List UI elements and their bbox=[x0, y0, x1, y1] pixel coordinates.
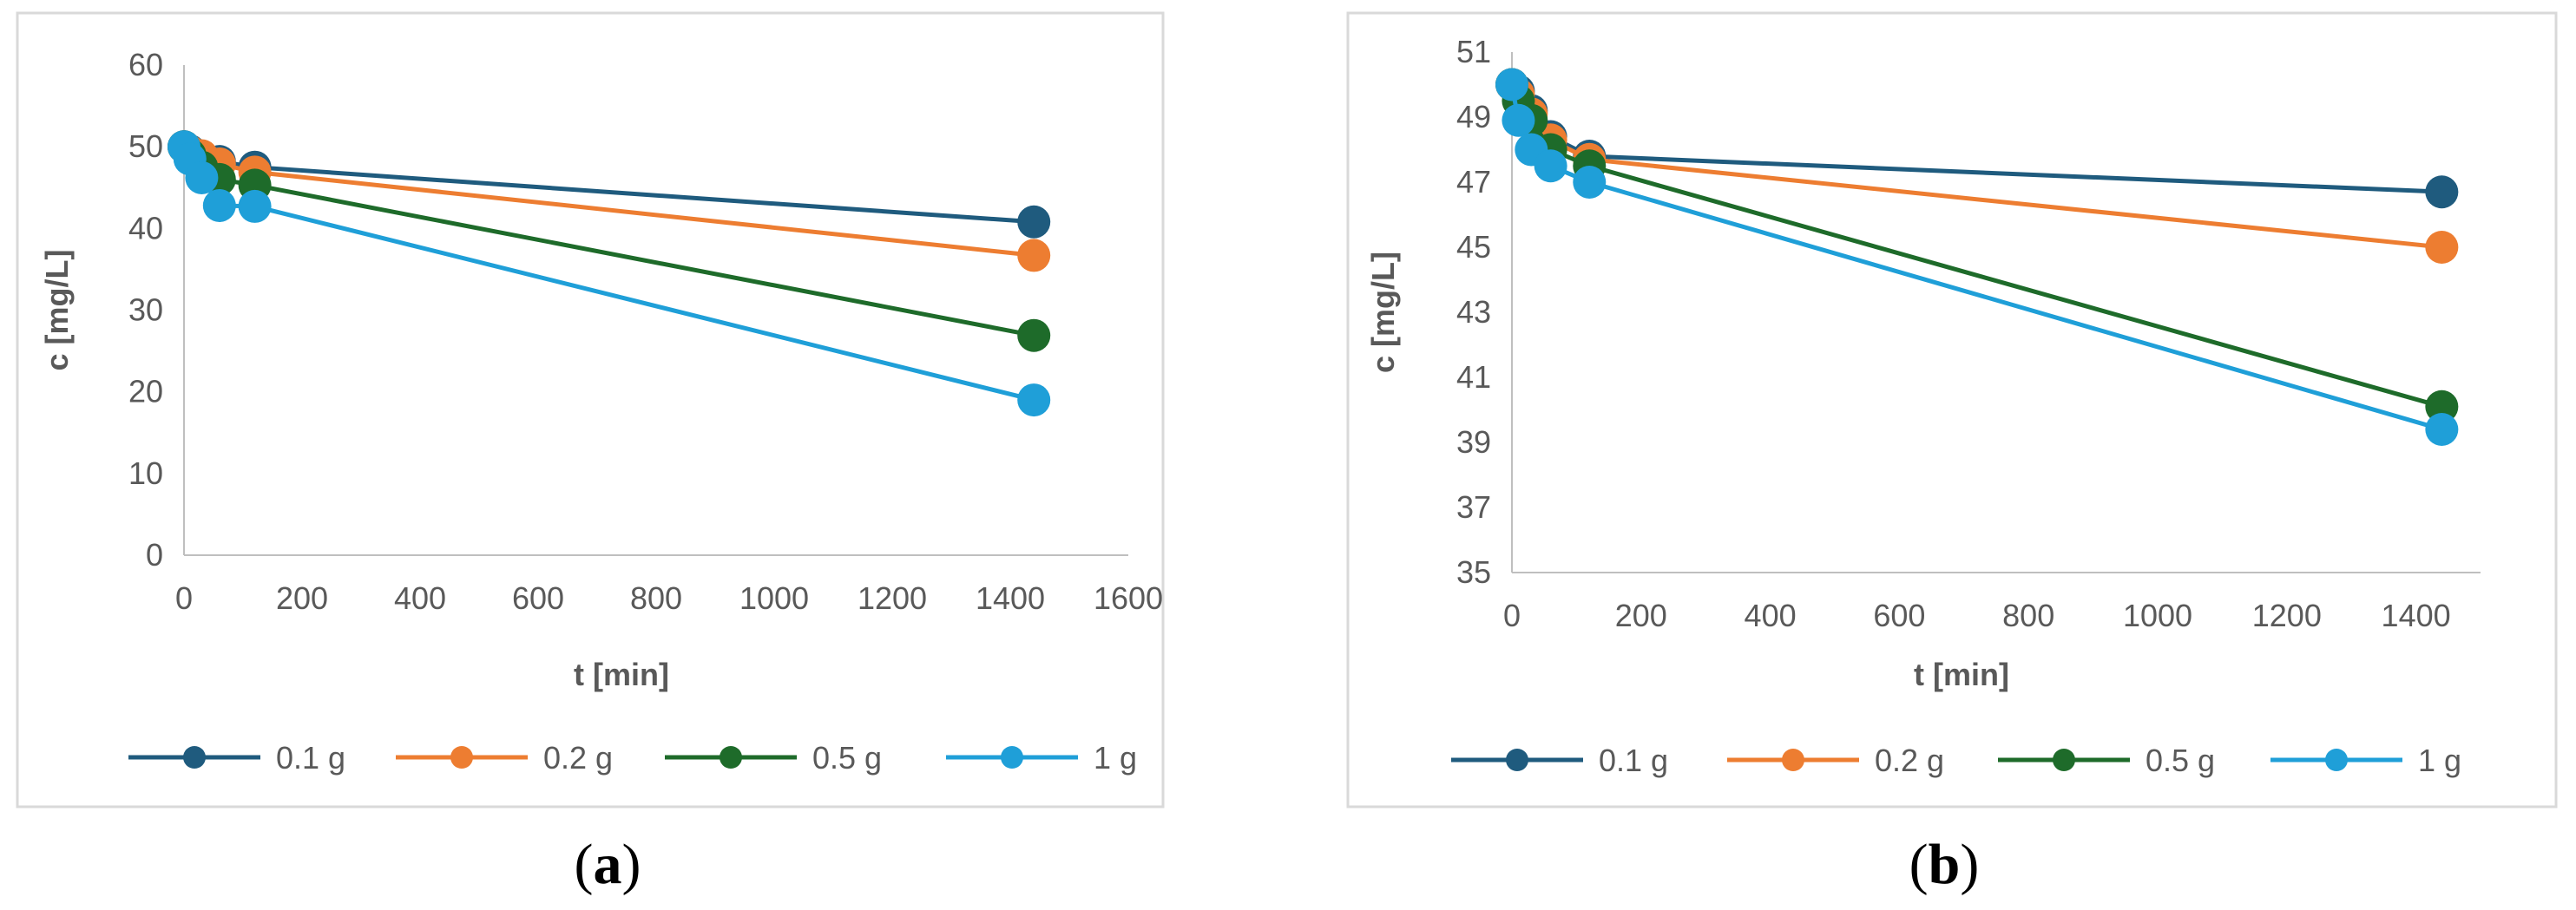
data-point bbox=[2425, 231, 2459, 264]
y-tick-label: 0 bbox=[146, 537, 163, 573]
legend-marker bbox=[720, 746, 742, 769]
y-tick-label: 51 bbox=[1456, 34, 1491, 69]
x-tick-label: 200 bbox=[276, 580, 328, 616]
legend-label: 1 g bbox=[1094, 740, 1137, 776]
legend-label: 0.5 g bbox=[2146, 743, 2215, 778]
x-tick-label: 200 bbox=[1615, 598, 1667, 633]
legend-marker bbox=[450, 746, 473, 769]
x-tick-label: 600 bbox=[1873, 598, 1925, 633]
x-axis-title: t [min] bbox=[574, 657, 669, 692]
y-tick-label: 60 bbox=[128, 47, 163, 82]
y-axis-title: c [mg/L] bbox=[39, 250, 75, 371]
x-tick-label: 1600 bbox=[1094, 580, 1163, 616]
y-tick-label: 49 bbox=[1456, 99, 1491, 134]
chart-panel-b: 35 37 39 41 43 45 47 49 51 0 200 400 600 800 1000 1200 1… bbox=[1346, 11, 2558, 896]
data-point bbox=[2425, 390, 2459, 423]
x-axis-title: t [min] bbox=[1914, 657, 2009, 692]
legend-marker bbox=[1782, 749, 1804, 771]
legend-item: 0.2 g bbox=[396, 740, 613, 776]
x-tick-label: 1200 bbox=[858, 580, 927, 616]
data-point bbox=[1017, 318, 1051, 352]
data-point bbox=[1017, 205, 1051, 239]
x-tick-label: 1400 bbox=[2382, 598, 2451, 633]
x-tick-label: 800 bbox=[630, 580, 682, 616]
y-tick-label: 39 bbox=[1456, 424, 1491, 460]
x-tick-label: 1000 bbox=[2123, 598, 2192, 633]
data-point bbox=[1573, 166, 1607, 199]
legend-marker bbox=[2053, 749, 2075, 771]
legend-label: 0.1 g bbox=[1599, 743, 1668, 778]
y-tick-label: 43 bbox=[1456, 294, 1491, 330]
x-tick-label: 0 bbox=[1503, 598, 1521, 633]
legend-item: 0.1 g bbox=[1451, 743, 1668, 778]
data-point bbox=[1017, 383, 1051, 417]
legend-marker bbox=[1001, 746, 1023, 769]
legend-item: 0.1 g bbox=[128, 740, 345, 776]
legend-marker bbox=[2325, 749, 2348, 771]
data-point bbox=[238, 189, 272, 223]
panel-label: (b) bbox=[1909, 833, 1980, 896]
x-tick-label: 600 bbox=[512, 580, 564, 616]
y-tick-label: 47 bbox=[1456, 164, 1491, 200]
data-point bbox=[2425, 413, 2459, 446]
x-tick-label: 1000 bbox=[739, 580, 809, 616]
data-point bbox=[1017, 239, 1051, 272]
y-tick-label: 20 bbox=[128, 374, 163, 409]
series-1-g bbox=[168, 130, 1051, 417]
panel-label: (a) bbox=[575, 833, 641, 896]
x-tick-label: 1200 bbox=[2252, 598, 2322, 633]
x-tick-label: 0 bbox=[175, 580, 193, 616]
y-tick-label: 50 bbox=[128, 128, 163, 164]
x-tick-label: 1400 bbox=[976, 580, 1045, 616]
y-tick-label: 45 bbox=[1456, 229, 1491, 265]
data-point bbox=[1502, 103, 1535, 137]
data-point bbox=[1495, 68, 1528, 101]
legend-label: 0.5 g bbox=[812, 740, 882, 776]
x-tick-label: 400 bbox=[394, 580, 446, 616]
data-point bbox=[202, 188, 236, 222]
y-tick-label: 10 bbox=[128, 455, 163, 491]
legend-item: 0.5 g bbox=[665, 740, 882, 776]
legend-label: 0.1 g bbox=[276, 740, 345, 776]
legend-marker bbox=[183, 746, 206, 769]
x-tick-label: 800 bbox=[2002, 598, 2054, 633]
y-tick-label: 35 bbox=[1456, 554, 1491, 590]
legend-label: 1 g bbox=[2418, 743, 2461, 778]
y-tick-label: 30 bbox=[128, 292, 163, 328]
legend-label: 0.2 g bbox=[1875, 743, 1944, 778]
legend-item: 0.2 g bbox=[1727, 743, 1944, 778]
legend-label: 0.2 g bbox=[543, 740, 613, 776]
legend-item: 0.5 g bbox=[1998, 743, 2215, 778]
y-tick-label: 40 bbox=[128, 210, 163, 246]
y-tick-label: 41 bbox=[1456, 359, 1491, 395]
series-1-g bbox=[1495, 68, 2459, 446]
data-point bbox=[185, 160, 219, 194]
y-axis-title: c [mg/L] bbox=[1365, 252, 1401, 373]
data-point bbox=[1534, 149, 1567, 183]
y-tick-label: 37 bbox=[1456, 489, 1491, 525]
legend-item: 1 g bbox=[946, 740, 1137, 776]
legend-item: 1 g bbox=[2270, 743, 2461, 778]
legend-marker bbox=[1506, 749, 1528, 771]
x-tick-label: 400 bbox=[1745, 598, 1797, 633]
data-point bbox=[2425, 175, 2459, 209]
